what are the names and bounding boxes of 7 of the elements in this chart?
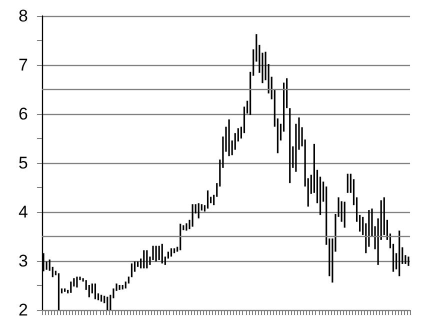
y-tick-label: 6 xyxy=(18,104,28,124)
y-tick-label: 7 xyxy=(18,56,28,74)
y-tick-label: 8 xyxy=(18,6,28,26)
y-tick-label: 2 xyxy=(18,300,28,320)
y-tick-label: 3 xyxy=(18,252,28,270)
y-tick-label: 5 xyxy=(18,154,28,172)
y-tick-label: 4 xyxy=(18,202,28,222)
